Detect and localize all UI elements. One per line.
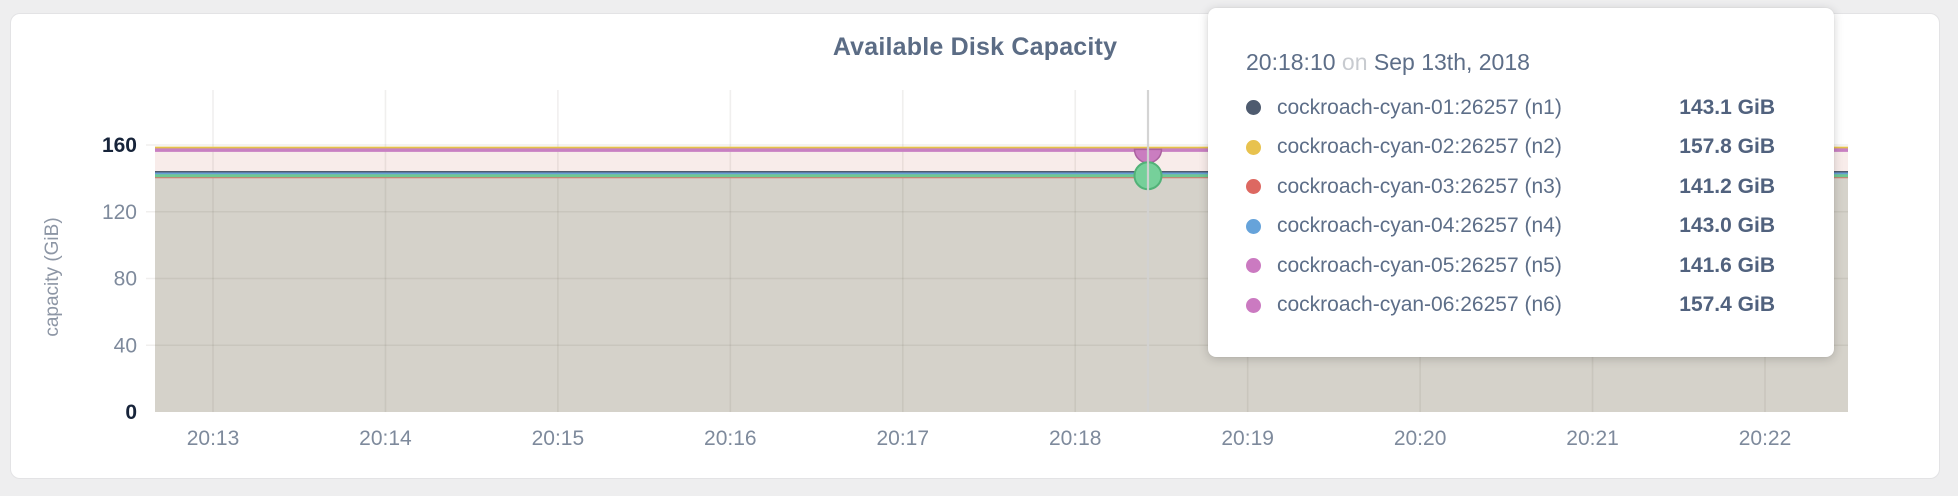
tooltip-series-value: 143.0 GiB xyxy=(1679,214,1775,238)
tooltip-series-value: 143.1 GiB xyxy=(1679,95,1775,119)
x-tick-label: 20:22 xyxy=(1739,427,1792,450)
x-tick-label: 20:17 xyxy=(876,427,929,450)
tooltip-row: cockroach-cyan-04:26257 (n4) 143.0 GiB xyxy=(1246,207,1775,247)
x-tick-label: 20:19 xyxy=(1221,427,1274,450)
x-tick-label: 20:20 xyxy=(1394,427,1447,450)
y-tick-label: 160 xyxy=(102,134,137,157)
y-axis-title: capacity (GiB) xyxy=(42,217,63,336)
y-tick-label: 0 xyxy=(125,401,137,424)
tooltip-row: cockroach-cyan-03:26257 (n3) 141.2 GiB xyxy=(1246,167,1775,207)
tooltip-connector: on xyxy=(1341,49,1368,75)
tooltip-series-value: 157.4 GiB xyxy=(1679,293,1775,317)
chart-title: Available Disk Capacity xyxy=(832,33,1118,61)
tooltip-row: cockroach-cyan-06:26257 (n6) 157.4 GiB xyxy=(1246,286,1775,326)
x-tick-label: 20:21 xyxy=(1566,427,1619,450)
tooltip-header: 20:18:10 on Sep 13th, 2018 xyxy=(1246,48,1775,76)
tooltip-row: cockroach-cyan-05:26257 (n5) 141.6 GiB xyxy=(1246,246,1775,286)
series-dot-icon xyxy=(1246,297,1261,313)
tooltip-series-value: 157.8 GiB xyxy=(1679,135,1775,159)
tooltip-date: Sep 13th, 2018 xyxy=(1373,49,1530,75)
chart-tooltip: 20:18:10 on Sep 13th, 2018 cockroach-cya… xyxy=(1208,8,1834,357)
tooltip-rows: cockroach-cyan-01:26257 (n1) 143.1 GiB coc… xyxy=(1246,88,1775,325)
tooltip-series-name: cockroach-cyan-01:26257 (n1) xyxy=(1277,95,1562,119)
x-tick-label: 20:16 xyxy=(704,427,757,450)
tooltip-series-name: cockroach-cyan-02:26257 (n2) xyxy=(1277,135,1562,159)
tooltip-series-value: 141.6 GiB xyxy=(1679,253,1775,277)
y-tick-label: 80 xyxy=(114,268,137,291)
series-dot-icon xyxy=(1246,139,1261,155)
x-tick-label: 20:18 xyxy=(1049,427,1102,450)
tooltip-series-value: 141.2 GiB xyxy=(1679,174,1775,198)
tooltip-series-name: cockroach-cyan-06:26257 (n6) xyxy=(1277,293,1562,317)
tooltip-row: cockroach-cyan-01:26257 (n1) 143.1 GiB xyxy=(1246,88,1775,128)
series-dot-icon xyxy=(1246,179,1261,195)
series-dot-icon xyxy=(1246,218,1261,234)
series-dot-icon xyxy=(1246,258,1261,274)
tooltip-series-name: cockroach-cyan-03:26257 (n3) xyxy=(1277,174,1562,198)
tooltip-time: 20:18:10 xyxy=(1246,49,1336,75)
x-tick-label: 20:13 xyxy=(187,427,240,450)
x-tick-label: 20:14 xyxy=(359,427,412,450)
tooltip-row: cockroach-cyan-02:26257 (n2) 157.8 GiB xyxy=(1246,128,1775,168)
y-tick-label: 40 xyxy=(114,334,137,357)
tooltip-series-name: cockroach-cyan-04:26257 (n4) xyxy=(1277,214,1562,238)
series-dot-icon xyxy=(1246,100,1261,116)
y-tick-label: 120 xyxy=(102,201,137,224)
tooltip-series-name: cockroach-cyan-05:26257 (n5) xyxy=(1277,253,1562,277)
x-tick-label: 20:15 xyxy=(532,427,585,450)
